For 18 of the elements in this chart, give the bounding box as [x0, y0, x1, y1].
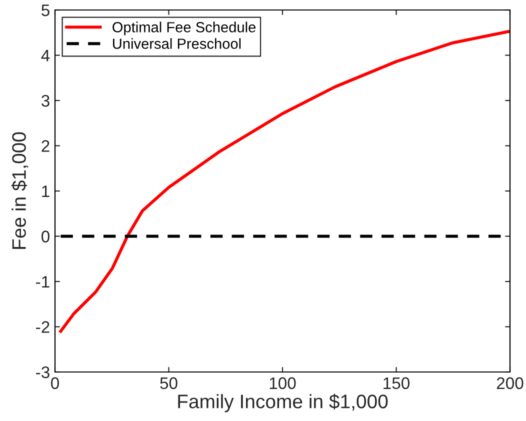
legend-label: Optimal Fee Schedule [112, 22, 256, 36]
x-tick-label: 0 [51, 377, 59, 390]
y-tick-label: 2 [42, 140, 50, 152]
y-tick-label: -1 [36, 276, 50, 288]
x-tick-label: 150 [384, 377, 410, 390]
x-tick-label: 100 [270, 377, 296, 390]
y-axis-title: Fee in $1,000 [11, 132, 28, 249]
y-tick-label: 1 [42, 186, 50, 198]
x-tick-label: 50 [160, 377, 178, 390]
y-tick-label: 0 [42, 230, 50, 242]
y-tick-label: 5 [42, 4, 50, 16]
y-tick-label: 3 [42, 94, 50, 107]
y-tick-label: -3 [36, 366, 50, 378]
legend-label: Universal Preschool [113, 38, 241, 49]
y-tick-label: -2 [36, 321, 50, 333]
y-tick-label: 4 [41, 50, 50, 62]
x-axis-title: Family Income in $1,000 [178, 394, 388, 412]
x-tick-label: 200 [496, 377, 524, 390]
